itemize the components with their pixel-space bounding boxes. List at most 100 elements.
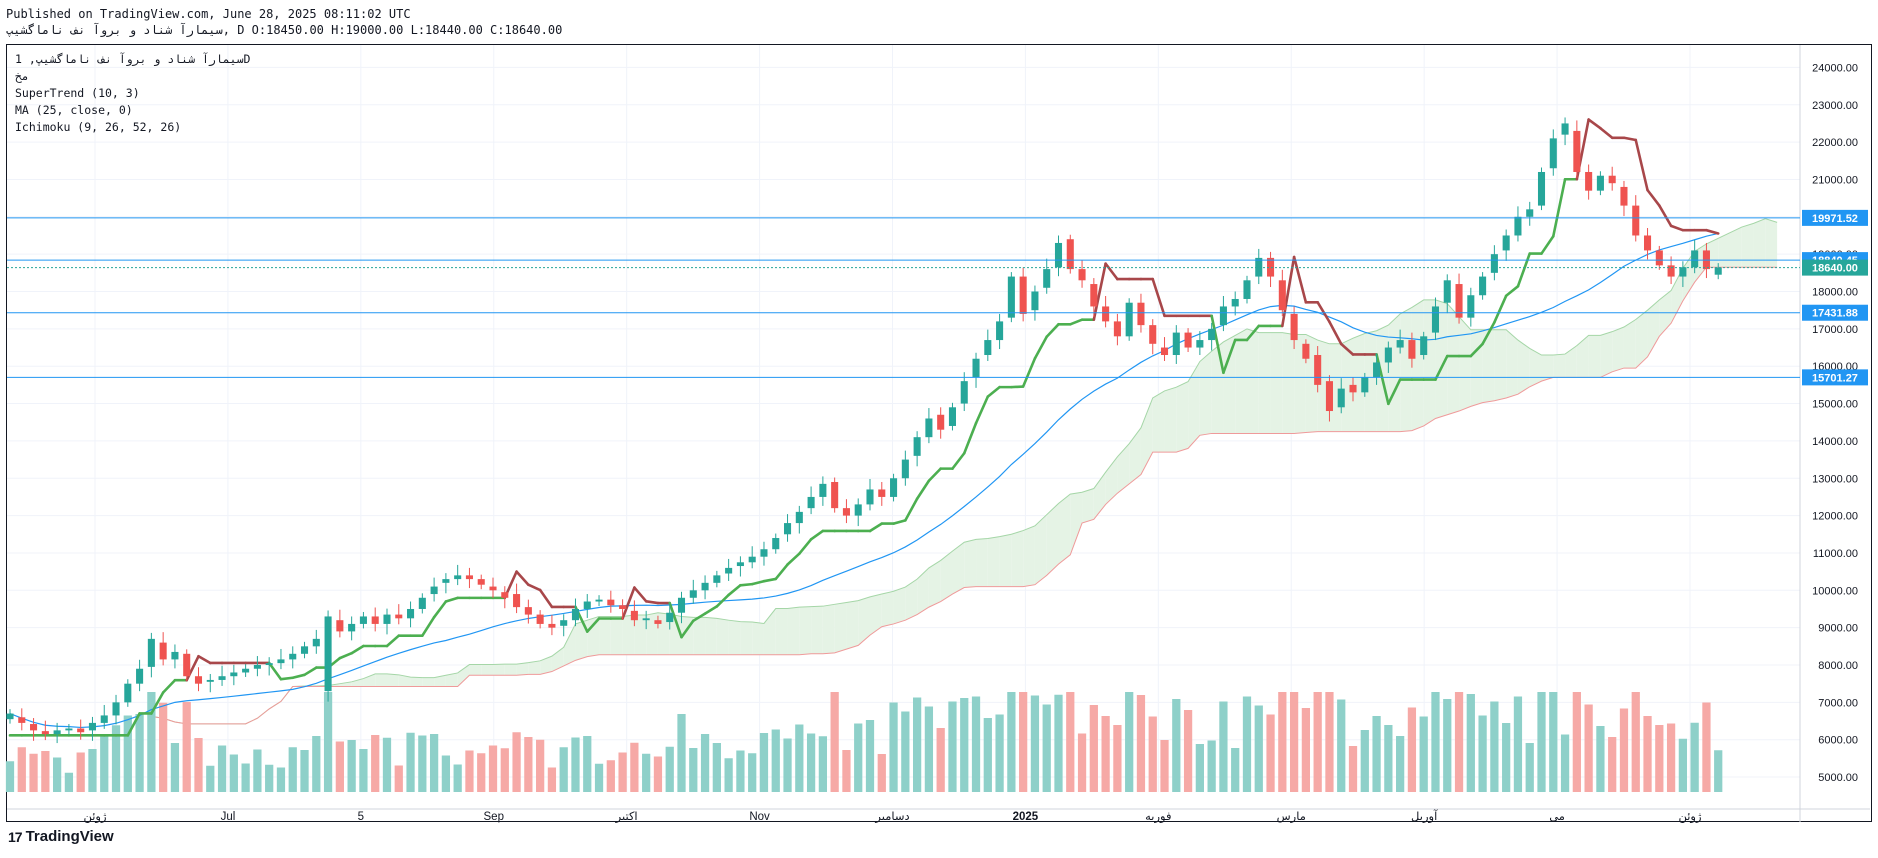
ichimoku-cloud-segment	[1718, 232, 1730, 268]
volume-bar	[865, 720, 875, 792]
candle-body	[1125, 302, 1133, 337]
x-tick-label: دسامبر	[874, 811, 909, 824]
volume-bar	[1313, 692, 1322, 792]
volume-bar	[1360, 730, 1369, 792]
volume-bar	[1666, 723, 1676, 792]
candle-body	[1290, 313, 1298, 341]
ichimoku-cloud-segment	[893, 587, 906, 624]
ichimoku-cloud-segment	[1129, 427, 1141, 484]
tradingview-logo[interactable]: 17 TradingView	[8, 828, 114, 845]
supertrend-segment	[1587, 118, 1602, 130]
candle-body	[159, 642, 167, 660]
candle-body	[972, 358, 980, 378]
x-tick-label: آوریل	[1411, 809, 1438, 824]
ichimoku-cloud-segment	[1223, 335, 1236, 434]
candle-body	[465, 575, 473, 580]
candle-body	[1408, 340, 1416, 359]
candle-body	[1267, 257, 1275, 277]
candle-body	[1691, 250, 1699, 268]
volume-bar	[642, 753, 651, 792]
supertrend-segment	[291, 673, 306, 680]
supertrend-segment	[1151, 277, 1166, 318]
ichimoku-cloud-segment	[705, 617, 717, 655]
x-tick-label: فوریه	[1145, 811, 1171, 824]
ichimoku-cloud-segment	[870, 594, 882, 636]
legend-symbol[interactable]: سیمارآ شناد و بروآ نف ناماگشیپ, 1D	[15, 52, 251, 66]
x-tick-label: 2025	[1013, 811, 1039, 823]
volume-bar	[76, 752, 85, 792]
volume-bar	[1289, 692, 1299, 792]
volume-bar	[1136, 695, 1146, 792]
supertrend-segment	[1222, 338, 1237, 375]
candle-body	[1243, 280, 1251, 299]
volume-bar	[1077, 733, 1087, 792]
ichimoku-cloud-segment	[1188, 361, 1200, 449]
legend-ichimoku[interactable]: Ichimoku (9, 26, 52, 26)	[15, 120, 182, 134]
supertrend-segment	[1281, 255, 1296, 328]
candle-body	[1219, 306, 1227, 326]
volume-bar	[1702, 702, 1711, 792]
legend-ma[interactable]: MA (25, close, 0)	[15, 103, 133, 117]
ichimoku-cloud-segment	[740, 621, 753, 655]
ichimoku-cloud-segment	[1588, 335, 1601, 378]
candle-body	[312, 638, 320, 647]
volume-bar	[147, 692, 156, 792]
candle-body	[1184, 332, 1192, 348]
supertrend-segment	[1669, 224, 1685, 232]
candle-body	[477, 579, 485, 585]
candle-body	[418, 597, 426, 609]
supertrend-segment	[739, 582, 754, 587]
volume-bar	[1148, 716, 1157, 792]
candle-body	[1714, 267, 1722, 275]
candle-body	[1208, 328, 1216, 341]
level-price-tag	[1802, 304, 1868, 321]
y-tick-label: 18000.00	[1812, 287, 1858, 299]
x-tick-label: 5	[358, 811, 364, 823]
supertrend-segment	[762, 577, 778, 583]
candle-body	[300, 646, 309, 654]
ichimoku-cloud-segment	[1730, 227, 1742, 268]
supertrend-segment	[1010, 385, 1025, 389]
supertrend-segment	[350, 644, 365, 655]
ichimoku-cloud-segment	[987, 536, 1000, 587]
candle-body	[1160, 347, 1169, 356]
level-price-label: 19971.52	[1812, 213, 1858, 225]
candle-body	[277, 659, 285, 664]
volume-bar	[217, 745, 227, 792]
supertrend-segment	[892, 519, 907, 525]
volume-bar	[1572, 692, 1581, 792]
candle-body	[689, 590, 697, 598]
candle-body	[30, 724, 38, 731]
volume-bar	[53, 757, 62, 792]
volume-bar	[913, 697, 922, 792]
ichimoku-cloud-segment	[881, 591, 894, 627]
ichimoku-cloud-segment	[1553, 354, 1566, 378]
candle-body	[1561, 123, 1569, 135]
volume-bar	[1337, 699, 1346, 792]
candle-body	[1078, 269, 1086, 281]
supertrend-segment	[1516, 252, 1532, 288]
volume-bar	[1089, 705, 1098, 792]
volume-bar	[759, 733, 769, 792]
supertrend-segment	[1292, 255, 1308, 304]
supertrend-segment	[1387, 378, 1402, 406]
volume-bar	[1596, 726, 1605, 792]
chart-frame[interactable]	[6, 44, 1872, 822]
legend-supertrend[interactable]: SuperTrend (10, 3)	[15, 86, 140, 100]
supertrend-segment	[1469, 342, 1484, 358]
y-tick-label: 9000.00	[1818, 623, 1858, 635]
volume-bar	[1537, 692, 1546, 792]
ichimoku-cloud-segment	[1659, 290, 1672, 337]
volume-bar	[748, 753, 757, 792]
ichimoku-cloud-segment	[905, 579, 918, 621]
candle-body	[819, 483, 827, 497]
supertrend-segment	[1021, 357, 1037, 388]
candle-body	[383, 614, 391, 624]
supertrend-segment	[750, 579, 766, 586]
candle-body	[807, 496, 815, 509]
candle-body	[53, 730, 61, 735]
candle-body	[194, 676, 203, 684]
candle-body	[960, 381, 968, 404]
ichimoku-cloud-segment	[1140, 397, 1153, 475]
